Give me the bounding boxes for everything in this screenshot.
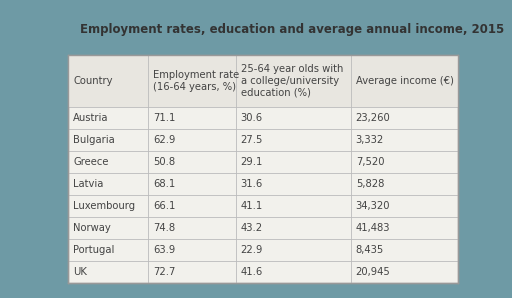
Text: 8,435: 8,435	[356, 245, 384, 255]
Text: 41,483: 41,483	[356, 223, 390, 233]
Text: 23,260: 23,260	[356, 113, 391, 123]
Text: Austria: Austria	[73, 113, 109, 123]
Text: 5,828: 5,828	[356, 179, 384, 189]
Text: Luxembourg: Luxembourg	[73, 201, 135, 211]
Text: 72.7: 72.7	[153, 267, 175, 277]
Text: Employment rates, education and average annual income, 2015: Employment rates, education and average …	[80, 24, 504, 36]
Text: 62.9: 62.9	[153, 135, 175, 145]
Text: 25-64 year olds with
a college/university
education (%): 25-64 year olds with a college/universit…	[241, 64, 343, 98]
Text: UK: UK	[73, 267, 87, 277]
Text: 29.1: 29.1	[241, 157, 263, 167]
Text: 34,320: 34,320	[356, 201, 390, 211]
Text: 41.6: 41.6	[241, 267, 263, 277]
Text: 66.1: 66.1	[153, 201, 175, 211]
Text: 50.8: 50.8	[153, 157, 175, 167]
Text: Greece: Greece	[73, 157, 109, 167]
Text: 63.9: 63.9	[153, 245, 175, 255]
Text: Portugal: Portugal	[73, 245, 114, 255]
Text: Average income (€): Average income (€)	[356, 76, 454, 86]
Text: 31.6: 31.6	[241, 179, 263, 189]
Bar	[68, 55, 458, 107]
Text: 41.1: 41.1	[241, 201, 263, 211]
Text: 20,945: 20,945	[356, 267, 391, 277]
Text: 68.1: 68.1	[153, 179, 175, 189]
Text: 3,332: 3,332	[356, 135, 384, 145]
Text: Norway: Norway	[73, 223, 111, 233]
Text: 22.9: 22.9	[241, 245, 263, 255]
Text: 30.6: 30.6	[241, 113, 263, 123]
Text: Country: Country	[73, 76, 113, 86]
Text: 27.5: 27.5	[241, 135, 263, 145]
Text: 7,520: 7,520	[356, 157, 384, 167]
Text: Latvia: Latvia	[73, 179, 103, 189]
Text: 71.1: 71.1	[153, 113, 175, 123]
Text: Employment rate
(16-64 years, %): Employment rate (16-64 years, %)	[153, 70, 239, 92]
Text: 43.2: 43.2	[241, 223, 263, 233]
Bar	[68, 55, 458, 283]
Text: 74.8: 74.8	[153, 223, 175, 233]
Text: Bulgaria: Bulgaria	[73, 135, 115, 145]
